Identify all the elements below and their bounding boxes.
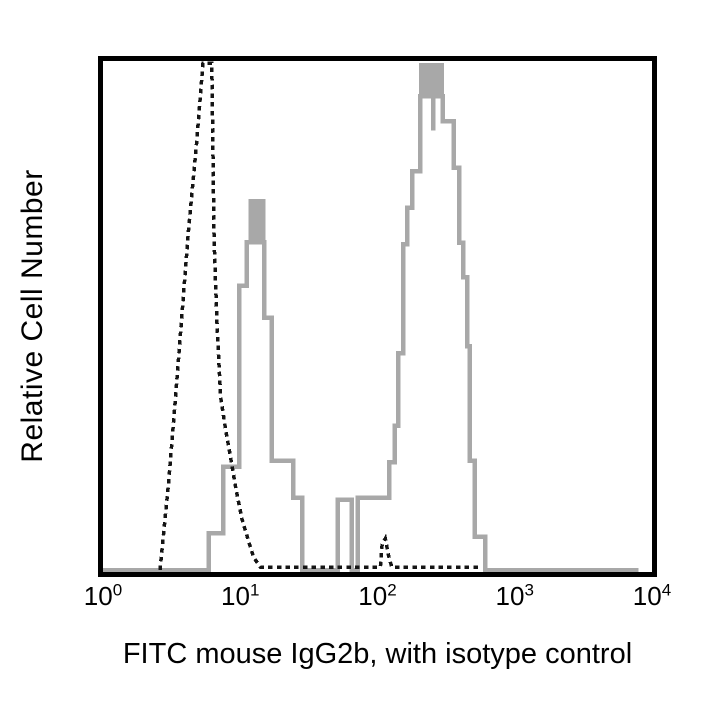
x-axis-title: FITC mouse IgG2b, with isotype control — [122, 638, 633, 670]
x-tick-label-10e3: 103 — [495, 580, 534, 611]
isotype-control-trace — [158, 61, 481, 571]
x-axis-ticks: 100 101 102 103 104 — [84, 580, 671, 615]
stained-sample-peak-cap — [419, 63, 444, 96]
x-tick-label-10e4: 104 — [632, 580, 672, 611]
plot-frame — [98, 56, 657, 577]
y-axis-title: Relative Cell Number — [16, 169, 49, 463]
x-tick-label-10e0: 100 — [83, 580, 123, 611]
x-tick-label-10e2: 102 — [358, 580, 397, 611]
histogram-canvas — [103, 61, 639, 572]
x-tick-label-10e1: 101 — [221, 580, 260, 611]
stained-sample-trace — [103, 93, 639, 572]
stained-sample-peak-cap — [248, 198, 266, 242]
